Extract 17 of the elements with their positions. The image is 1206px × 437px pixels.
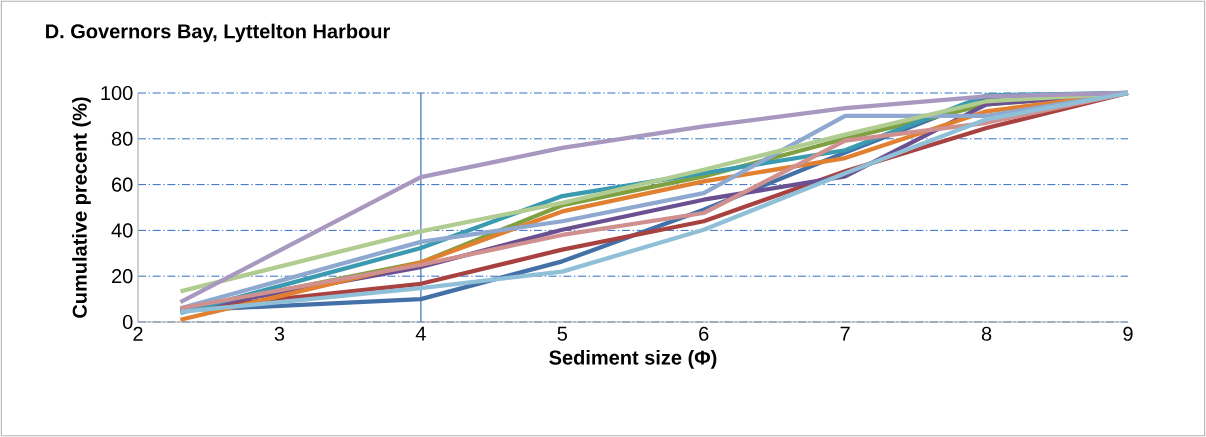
x-tick-label: 6 <box>699 326 709 341</box>
y-tick-label: 40 <box>111 223 133 238</box>
y-tick-label: 100 <box>101 85 133 101</box>
x-tick-label: 8 <box>981 326 992 341</box>
y-tick-label: 0 <box>122 314 133 330</box>
x-tick-label: 7 <box>840 326 850 341</box>
y-tick-label: 80 <box>111 131 133 146</box>
x-tick-label: 3 <box>274 326 285 341</box>
y-tick-label: 60 <box>112 177 133 192</box>
x-tick-label: 4 <box>415 326 426 341</box>
chart-title: D. Governors Bay, Lyttelton Harbour <box>46 23 390 43</box>
x-axis-title: Sediment size (Φ) <box>549 350 717 369</box>
x-tick-label: 9 <box>1123 326 1133 341</box>
x-tick-label: 2 <box>133 326 143 341</box>
x-tick-label: 5 <box>557 326 568 341</box>
y-axis-title: Cumulative precent (%) <box>72 97 91 318</box>
y-tick-label: 20 <box>112 269 133 284</box>
